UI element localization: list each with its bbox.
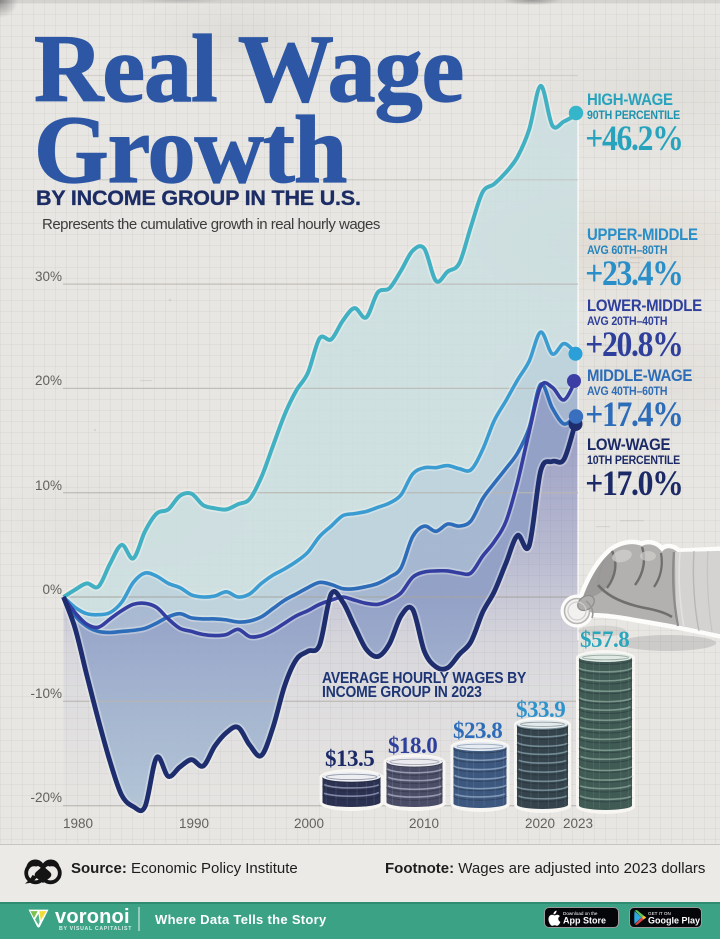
svg-text:Google Play: Google Play [648, 916, 700, 926]
svg-text:20%: 20% [35, 373, 62, 388]
svg-text:2010: 2010 [409, 816, 439, 831]
svg-text:1990: 1990 [179, 816, 209, 831]
svg-text:1980: 1980 [63, 816, 93, 831]
svg-text:-10%: -10% [30, 686, 62, 701]
svg-text:GET IT ON: GET IT ON [648, 911, 671, 916]
svg-text:-20%: -20% [30, 790, 62, 805]
svg-text:2020: 2020 [525, 816, 555, 831]
svg-text:10%: 10% [35, 478, 62, 493]
svg-text:2023: 2023 [563, 816, 593, 831]
svg-text:0%: 0% [42, 582, 62, 597]
svg-text:30%: 30% [35, 269, 62, 284]
svg-text:App Store: App Store [563, 916, 606, 926]
svg-text:2000: 2000 [294, 816, 324, 831]
svg-text:Download on the: Download on the [563, 911, 598, 916]
